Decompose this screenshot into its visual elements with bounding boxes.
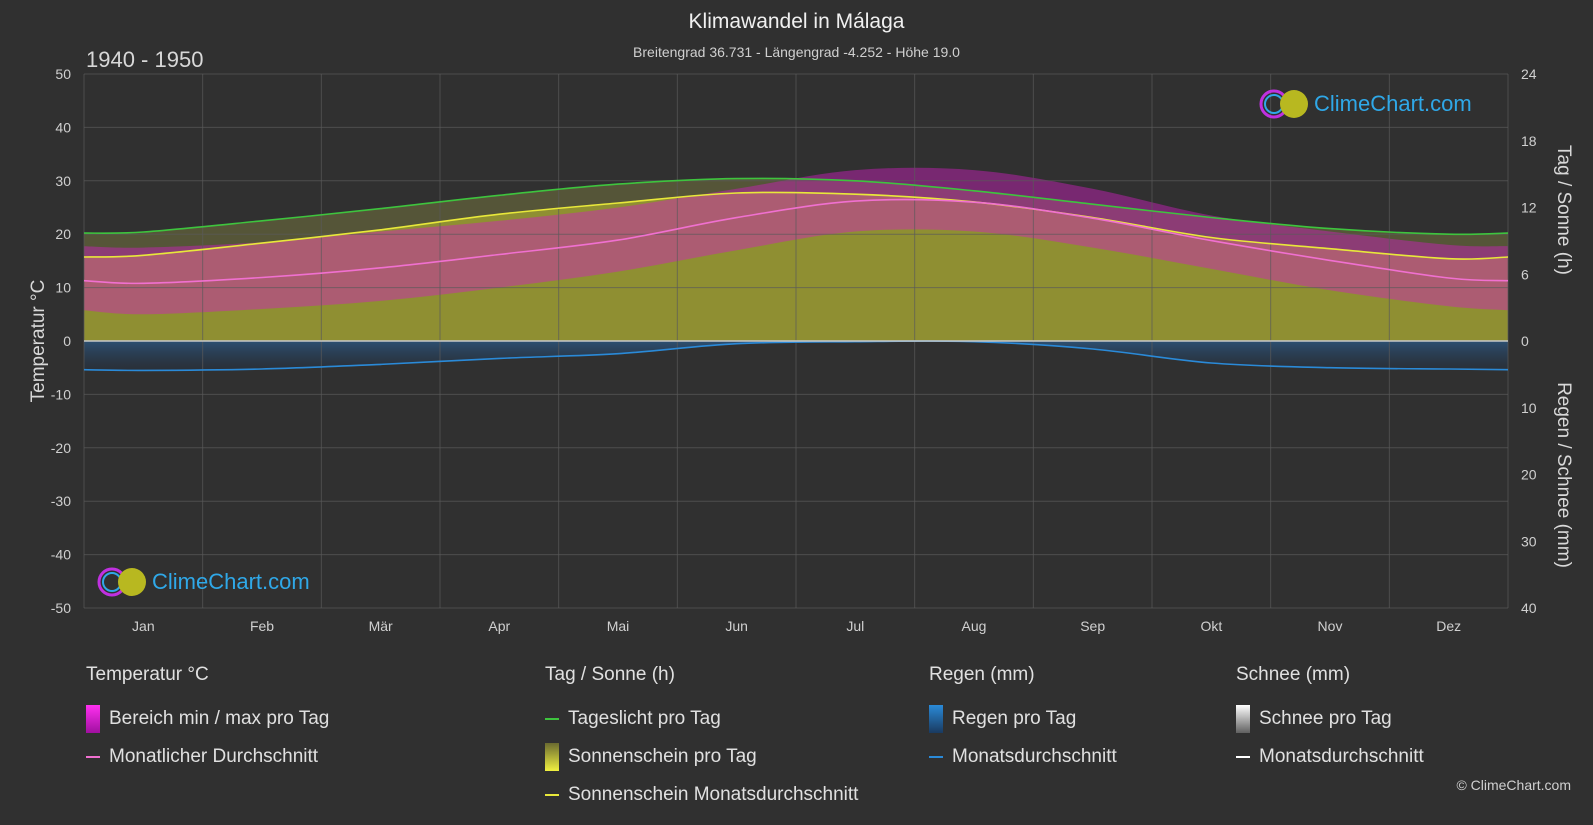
y-left-tick-label: -30 xyxy=(51,493,71,509)
x-tick-label: Mär xyxy=(369,618,393,634)
legend-item: Tageslicht pro Tag xyxy=(545,700,858,738)
legend-sun: Tag / Sonne (h) Tageslicht pro Tag Sonne… xyxy=(545,664,858,814)
y-right-hours-tick-label: 6 xyxy=(1521,266,1529,282)
legend-title: Tag / Sonne (h) xyxy=(545,664,675,685)
legend-item: Regen pro Tag xyxy=(929,700,1117,738)
daylight-line xyxy=(83,177,1509,236)
x-tick-label: Mai xyxy=(607,618,630,634)
legend-snow: Schnee (mm) Schnee pro Tag Monatsdurchsc… xyxy=(1236,664,1424,776)
legend-swatch xyxy=(1236,756,1250,758)
y-left-tick-label: -40 xyxy=(51,547,71,563)
copyright: © ClimeChart.com xyxy=(1456,777,1571,793)
legend-label: Sonnenschein pro Tag xyxy=(568,746,757,767)
legend-swatch xyxy=(929,705,943,733)
y-right-hours-tick-label: 0 xyxy=(1521,333,1529,349)
legend-label: Monatsdurchschnitt xyxy=(952,746,1117,767)
y-right-rain-tick-label: 30 xyxy=(1521,533,1537,549)
y-right-hours-tick-label: 12 xyxy=(1521,200,1537,216)
y-left-tick-label: -10 xyxy=(51,386,71,402)
x-tick-label: Jun xyxy=(725,618,748,634)
y-right-rain-tick-label: 40 xyxy=(1521,600,1537,616)
y-left-tick-label: -50 xyxy=(51,600,71,616)
x-tick-label: Jul xyxy=(846,618,864,634)
logo-top: ClimeChart.com xyxy=(1258,88,1472,120)
y-left-axis-title: Temperatur °C xyxy=(28,280,49,403)
y-left-tick-label: 50 xyxy=(55,66,71,82)
legend-swatch xyxy=(545,794,559,796)
y-left-tick-label: 10 xyxy=(55,280,71,296)
logo-text: ClimeChart.com xyxy=(1314,91,1472,116)
legend-rain: Regen (mm) Regen pro Tag Monatsdurchschn… xyxy=(929,664,1117,776)
x-tick-label: Sep xyxy=(1080,618,1105,634)
legend-swatch xyxy=(545,743,559,771)
x-tick-label: Jan xyxy=(132,618,155,634)
y-right-hours-tick-label: 24 xyxy=(1521,66,1537,82)
y-left-tick-label: 20 xyxy=(55,226,71,242)
legend-item: Bereich min / max pro Tag xyxy=(86,700,329,738)
legend-item: Monatlicher Durchschnitt xyxy=(86,738,329,776)
legend-swatch xyxy=(86,756,100,758)
climechart-logo-icon xyxy=(1259,89,1308,119)
temperature-avg-line xyxy=(83,198,1509,285)
y-right-bottom-axis-title: Regen / Schnee (mm) xyxy=(1553,382,1574,568)
logo-bottom: ClimeChart.com xyxy=(96,566,310,598)
legend-label: Schnee pro Tag xyxy=(1259,708,1392,729)
legend-label: Sonnenschein Monatsdurchschnitt xyxy=(568,784,859,805)
legend-item: Monatsdurchschnitt xyxy=(1236,738,1424,776)
legend-swatch xyxy=(1236,705,1250,733)
period-label: 1940 - 1950 xyxy=(86,47,204,72)
legend-item: Schnee pro Tag xyxy=(1236,700,1424,738)
chart-axes: 50 40 30 20 10 0 -10 -20 -30 -40 -50 24 18 12 6 0 10 20 30… xyxy=(28,66,1574,634)
x-tick-label: Dez xyxy=(1436,618,1461,634)
sunshine-avg-line xyxy=(83,191,1509,260)
y-right-rain-tick-label: 20 xyxy=(1521,467,1537,483)
y-right-rain-tick-label: 10 xyxy=(1521,400,1537,416)
legend-label: Regen pro Tag xyxy=(952,708,1077,729)
chart-lines xyxy=(83,177,1509,372)
legend-temperature: Temperatur °C Bereich min / max pro Tag … xyxy=(86,664,329,776)
legend-label: Bereich min / max pro Tag xyxy=(109,708,330,729)
chart-subtitle: Breitengrad 36.731 - Längengrad -4.252 -… xyxy=(633,44,960,60)
legend-swatch xyxy=(929,756,943,758)
y-left-tick-label: 0 xyxy=(63,333,71,349)
legend-title: Schnee (mm) xyxy=(1236,664,1351,685)
x-tick-label: Nov xyxy=(1318,618,1343,634)
legend-label: Tageslicht pro Tag xyxy=(568,708,721,729)
y-right-hours-tick-label: 18 xyxy=(1521,133,1537,149)
legend-label: Monatlicher Durchschnitt xyxy=(109,746,319,767)
x-tick-label: Feb xyxy=(250,618,274,634)
y-left-tick-label: 30 xyxy=(55,173,71,189)
legend-title: Regen (mm) xyxy=(929,664,1035,685)
logo-text: ClimeChart.com xyxy=(152,569,310,594)
legend-label: Monatsdurchschnitt xyxy=(1259,746,1424,767)
y-left-tick-label: 40 xyxy=(55,119,71,135)
legend-swatch xyxy=(86,705,100,733)
rain-avg-line xyxy=(83,340,1509,372)
chart-title: Klimawandel in Málaga xyxy=(688,10,905,33)
legend-swatch xyxy=(545,718,559,720)
x-tick-label: Apr xyxy=(488,618,510,634)
x-tick-label: Okt xyxy=(1200,618,1222,634)
y-right-top-axis-title: Tag / Sonne (h) xyxy=(1553,145,1574,275)
legend-item: Monatsdurchschnitt xyxy=(929,738,1117,776)
legend-title: Temperatur °C xyxy=(86,664,209,685)
climechart-logo-icon xyxy=(97,567,146,597)
y-left-tick-label: -20 xyxy=(51,440,71,456)
legend-item: Sonnenschein Monatsdurchschnitt xyxy=(545,776,858,814)
x-tick-label: Aug xyxy=(962,618,987,634)
legend-item: Sonnenschein pro Tag xyxy=(545,738,858,776)
